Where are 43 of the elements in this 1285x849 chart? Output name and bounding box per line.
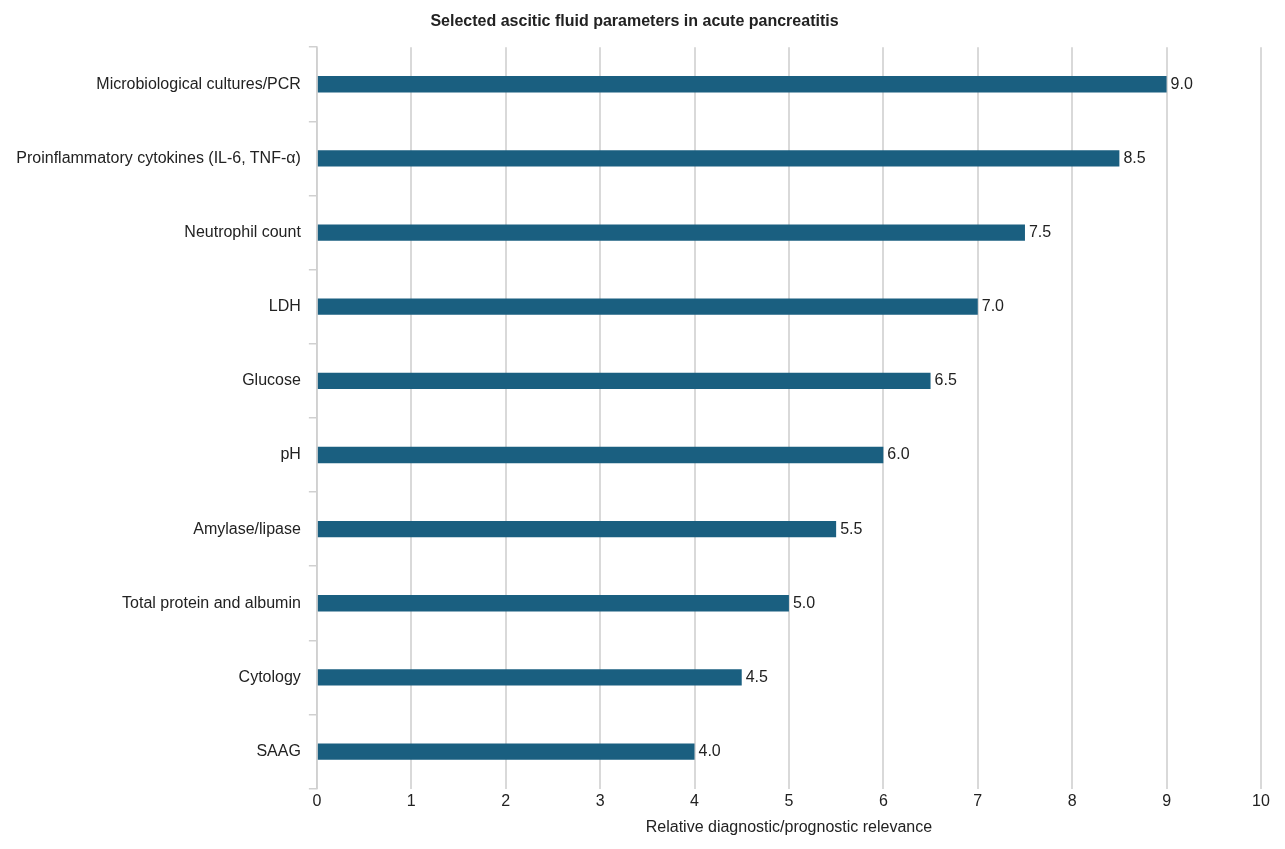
data-label: 4.5 bbox=[745, 667, 769, 685]
bar bbox=[317, 298, 978, 315]
x-tick-label: 2 bbox=[501, 791, 511, 809]
x-tick-label: 1 bbox=[406, 791, 416, 809]
y-tick-label: pH bbox=[280, 445, 301, 463]
x-tick-label: 4 bbox=[690, 791, 700, 809]
x-tick-label: 10 bbox=[1252, 791, 1270, 809]
y-tick-label: Neutrophil count bbox=[184, 222, 302, 240]
y-tick-label: LDH bbox=[268, 297, 301, 315]
y-tick-label: SAAG bbox=[256, 741, 301, 759]
x-tick-label: 9 bbox=[1162, 791, 1172, 809]
data-label: 4.0 bbox=[698, 741, 721, 759]
bar bbox=[317, 595, 789, 612]
data-label: 7.5 bbox=[1028, 222, 1052, 240]
data-label: 6.0 bbox=[887, 445, 910, 463]
x-tick-label: 7 bbox=[973, 791, 983, 809]
bar bbox=[317, 520, 837, 538]
data-label: 9.0 bbox=[1170, 74, 1193, 92]
bar bbox=[317, 372, 931, 389]
data-label: 5.0 bbox=[792, 593, 816, 611]
data-label: 6.5 bbox=[934, 371, 957, 389]
x-tick-label: 0 bbox=[312, 791, 322, 809]
x-axis-title: Relative diagnostic/prognostic relevance bbox=[645, 817, 933, 835]
data-label: 8.5 bbox=[1123, 148, 1146, 166]
y-tick-label: Total protein and albumin bbox=[122, 593, 301, 611]
bar bbox=[317, 743, 695, 760]
bar bbox=[317, 150, 1120, 167]
y-tick-label: Cytology bbox=[238, 667, 301, 685]
bar bbox=[317, 224, 1025, 241]
y-tick-label: Microbiological cultures/PCR bbox=[96, 74, 301, 92]
y-tick-label: Proinflammatory cytokines (IL-6, TNF-α) bbox=[16, 148, 301, 166]
bar bbox=[317, 446, 884, 464]
x-tick-label: 5 bbox=[784, 791, 794, 809]
chart-title: Selected ascitic fluid parameters in acute pancreatitis bbox=[430, 12, 839, 30]
data-label: 5.5 bbox=[840, 519, 863, 537]
x-tick-label: 3 bbox=[595, 791, 605, 809]
bar bbox=[317, 669, 742, 686]
x-tick-label: 8 bbox=[1067, 791, 1077, 809]
data-label: 7.0 bbox=[981, 297, 1005, 315]
x-tick-label: 6 bbox=[878, 791, 888, 809]
y-tick-label: Glucose bbox=[242, 371, 301, 389]
y-tick-label: Amylase/lipase bbox=[193, 519, 301, 537]
bar bbox=[317, 76, 1167, 93]
